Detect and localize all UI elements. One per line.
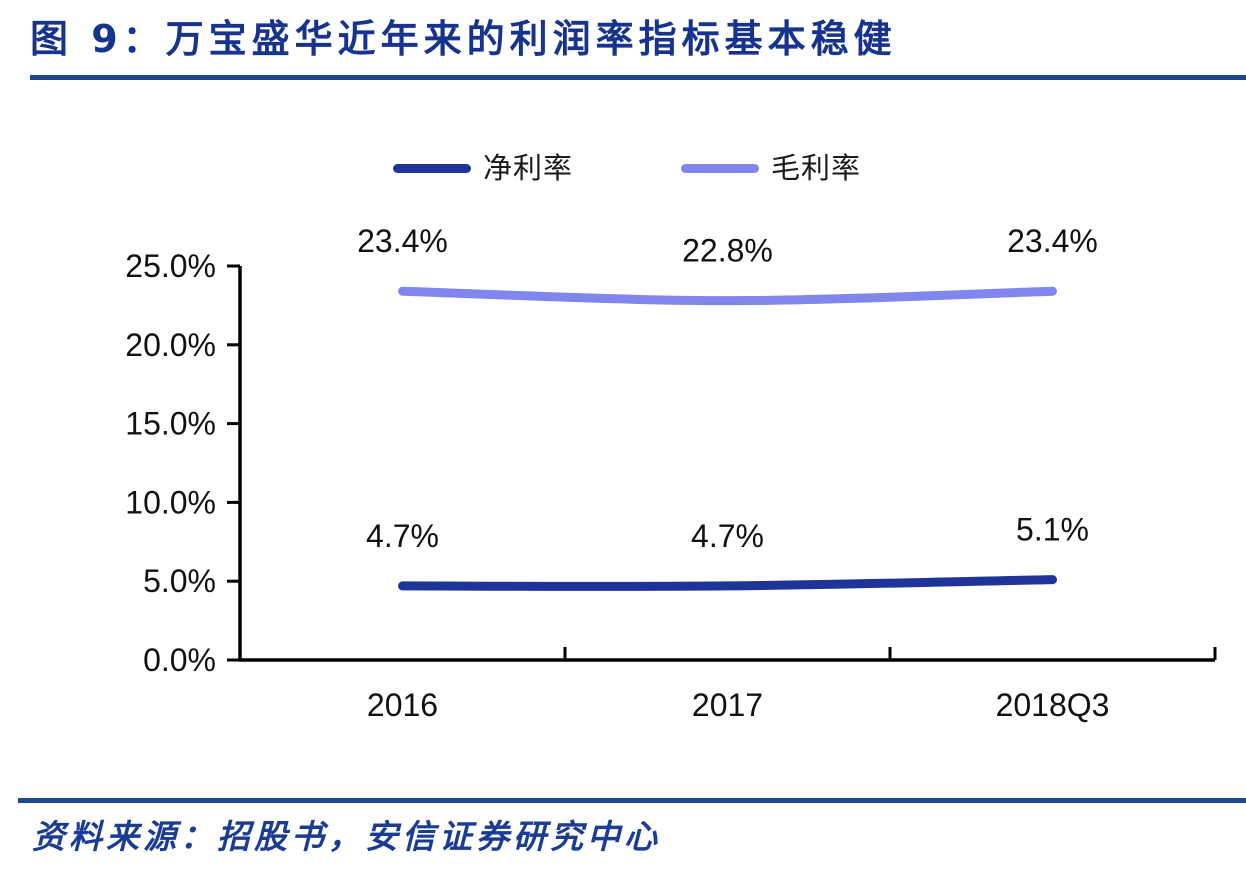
gross-margin-line-swatch [681,163,760,173]
legend-item-net-margin: 净利率 [393,150,573,186]
title-underline-rule [30,75,1246,80]
y-tick-label: 25.0% [125,248,216,284]
y-tick-label: 15.0% [125,406,216,442]
y-tick-label: 0.0% [143,642,216,678]
legend-item-gross-margin: 毛利率 [681,150,861,186]
x-tick-label: 2016 [367,687,438,723]
legend-label-gross-margin: 毛利率 [771,151,862,185]
data-point-label: 4.7% [366,518,439,554]
axis-lines [238,266,1215,662]
x-tick-label: 2017 [692,687,763,723]
figure-title: 图 9：万宝盛华近年来的利润率指标基本稳健 [30,17,897,61]
net-margin-line [398,575,1057,591]
y-tick-label: 5.0% [143,563,216,599]
y-tick-label: 20.0% [125,327,216,363]
line-chart: 0.0% 5.0% 10.0% 15.0% 20.0% 25.0% 2016 2017 2018… [125,223,1217,723]
gross-margin-line [398,286,1057,306]
data-point-label: 23.4% [1007,223,1098,259]
x-tick-label: 2018Q3 [996,687,1110,723]
data-point-label: 5.1% [1016,512,1089,548]
data-point-label: 23.4% [357,223,448,259]
y-tick-label: 10.0% [125,484,216,520]
chart-legend: 净利率 毛利率 [393,150,861,186]
net-margin-line-swatch [393,163,471,173]
data-point-label: 22.8% [682,233,773,269]
source-note: 资料来源：招股书，安信证券研究中心 [32,817,661,856]
footer-rule [18,798,1246,803]
legend-label-net-margin: 净利率 [483,151,574,185]
data-point-label: 4.7% [691,518,764,554]
